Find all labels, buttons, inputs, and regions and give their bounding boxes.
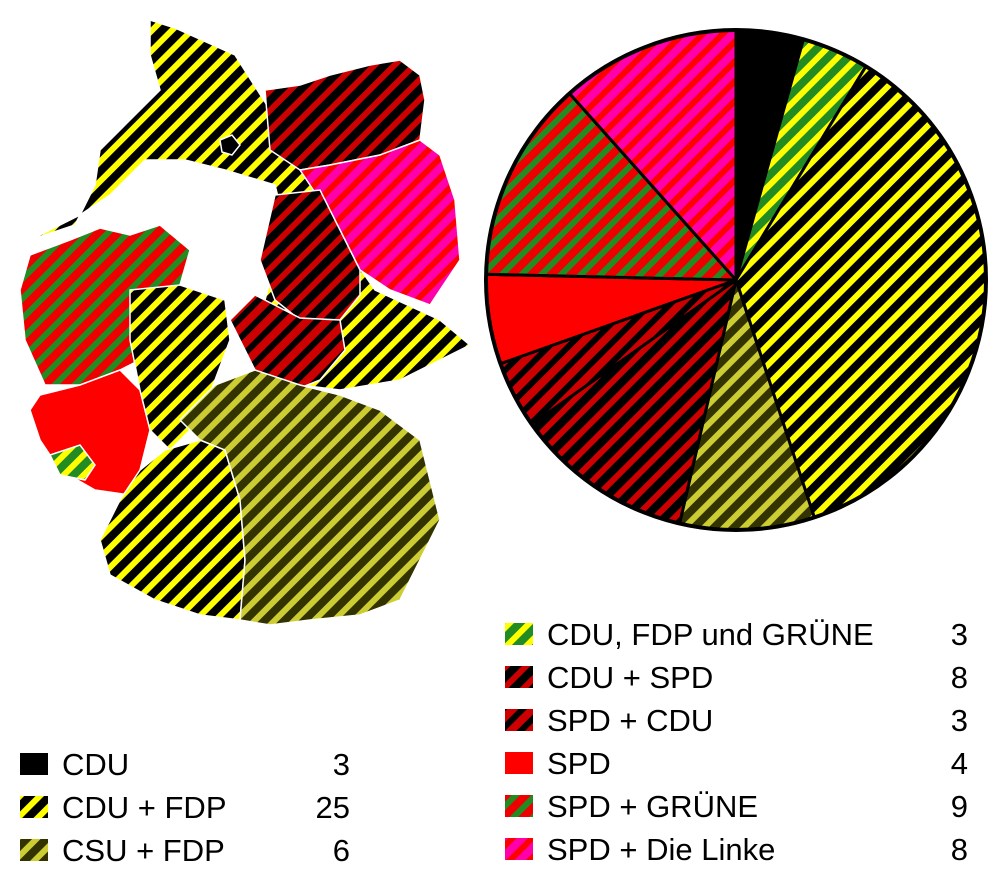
map-region-bayern <box>178 369 441 626</box>
legend-item-cdu-fdp: CDU + FDP 25 <box>20 790 350 825</box>
legend-swatch <box>505 623 533 645</box>
legend-item-spd-die-linke: SPD + Die Linke 8 <box>505 832 968 867</box>
pie-outline <box>484 28 988 532</box>
legend-swatch <box>20 753 48 775</box>
legend-value: 8 <box>951 660 968 695</box>
legend-item-cdu-fdp-und-gr-ne: CDU, FDP und GRÜNE 3 <box>505 617 968 652</box>
legend-label: SPD + CDU <box>547 703 713 738</box>
legend-item-csu-fdp: CSU + FDP 6 <box>20 833 350 868</box>
legend-swatch <box>20 796 48 818</box>
legend-item-cdu-spd: CDU + SPD 8 <box>505 660 968 695</box>
legend-value: 25 <box>316 790 350 825</box>
legend-label: SPD + GRÜNE <box>547 789 758 824</box>
legend-item-spd-gr-ne: SPD + GRÜNE 9 <box>505 789 968 824</box>
legend-label: CDU <box>62 747 129 782</box>
legend-label: CDU + SPD <box>547 660 713 695</box>
legend-label: SPD + Die Linke <box>547 832 775 867</box>
legend-swatch <box>505 838 533 860</box>
legend-swatch <box>505 795 533 817</box>
legend-label: CDU, FDP und GRÜNE <box>547 617 874 652</box>
legend-value: 4 <box>951 746 968 781</box>
legend-swatch <box>20 839 48 861</box>
legend-item-cdu: CDU 3 <box>20 747 350 782</box>
legend-label: SPD <box>547 746 611 781</box>
legend-value: 6 <box>333 833 350 868</box>
germany-map <box>19 18 472 626</box>
map-region-saarland <box>48 444 96 481</box>
pie-chart <box>484 28 988 532</box>
legend-item-spd: SPD 4 <box>505 746 968 781</box>
legend-label: CDU + FDP <box>62 790 227 825</box>
legend-value: 8 <box>951 832 968 867</box>
legend-swatch <box>505 709 533 731</box>
legend-left: CDU 3 CDU + FDP 25 CSU + FDP 6 <box>20 747 350 868</box>
legend-value: 3 <box>333 747 350 782</box>
legend-label: CSU + FDP <box>62 833 225 868</box>
legend-value: 3 <box>951 703 968 738</box>
map-region-hamburg <box>219 134 241 156</box>
legend-value: 3 <box>951 617 968 652</box>
legend-swatch <box>505 666 533 688</box>
map-region-rheinland-pfalz <box>29 369 151 496</box>
legend-swatch <box>505 752 533 774</box>
map-region-sachsen-anhalt <box>259 189 361 321</box>
legend-item-spd-cdu: SPD + CDU 3 <box>505 703 968 738</box>
legend-value: 9 <box>951 789 968 824</box>
